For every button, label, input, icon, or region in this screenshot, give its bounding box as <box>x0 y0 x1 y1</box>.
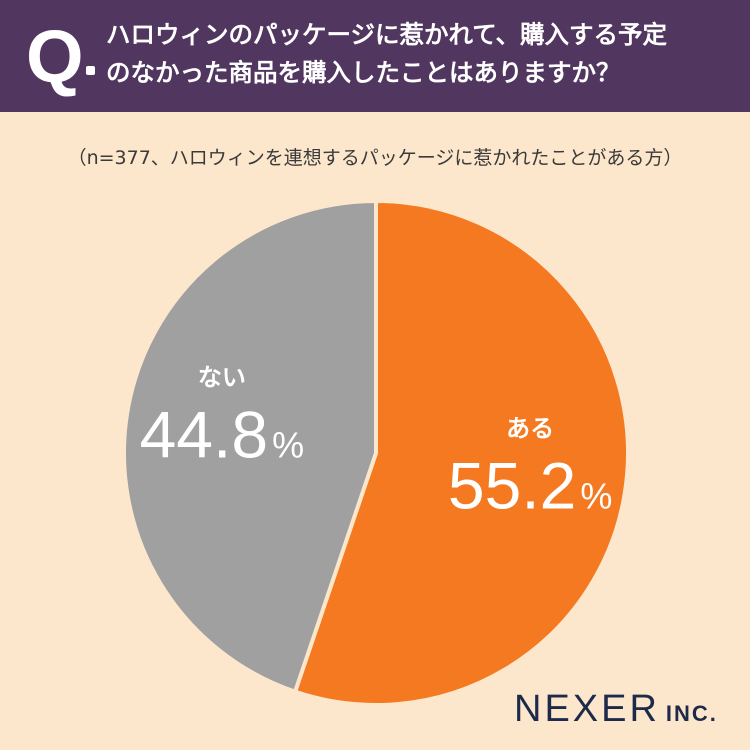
question-text: ハロウィンのパッケージに惹かれて、購入する予定 のなかった商品を購入したことはあ… <box>106 16 736 92</box>
sample-note: （n=377、ハロウィンを連想するパッケージに惹かれたことがある方） <box>67 147 683 169</box>
pie-value-label: 55.2% <box>448 448 612 522</box>
q-dot <box>86 66 95 75</box>
pie-category-label: ない <box>198 364 246 392</box>
pie-category-label: ある <box>506 414 554 442</box>
q-mark: Q <box>26 15 84 98</box>
pie-value-label: 44.8% <box>140 398 304 472</box>
logo-suffix: INC. <box>665 701 718 726</box>
pie-labels: ある 55.2 % ない 44.8% <box>140 364 613 523</box>
question-line-1: ハロウィンのパッケージに惹かれて、購入する予定 <box>106 20 668 49</box>
pie-slice-nai <box>122 198 378 695</box>
question-header: Q ハロウィンのパッケージに惹かれて、購入する予定 のなかった商品を購入したこと… <box>0 0 750 112</box>
question-line-2: のなかった商品を購入したことはありますか？ <box>106 58 621 87</box>
pie-slice-aru <box>292 198 630 707</box>
nexer-logo: NEXER INC. <box>514 688 718 731</box>
pie-slices <box>122 198 630 707</box>
logo-main: NEXER <box>514 688 660 730</box>
